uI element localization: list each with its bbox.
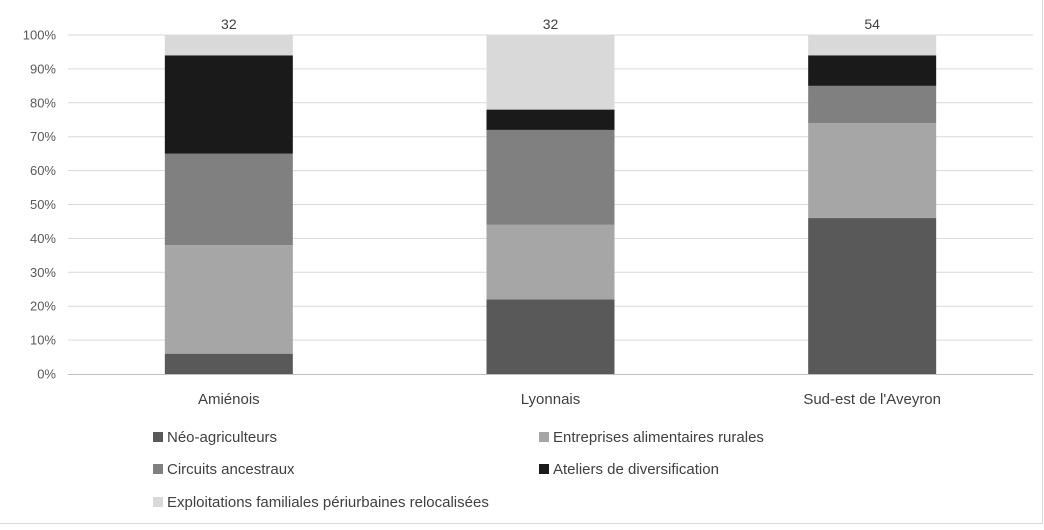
legend-label: Entreprises alimentaires rurales <box>553 429 764 446</box>
bar-total-label: 32 <box>543 16 559 32</box>
bar-segment-5 <box>808 35 937 56</box>
legend-swatch <box>539 432 549 442</box>
legend-label: Ateliers de diversification <box>553 461 719 478</box>
x-category-label: Sud-est de l'Aveyron <box>803 391 941 408</box>
bar-segment-4 <box>164 55 293 154</box>
y-tick-label: 40% <box>30 231 56 246</box>
y-tick-label: 50% <box>30 197 56 212</box>
bar-segment-3 <box>486 129 615 225</box>
legend-swatch <box>153 497 163 507</box>
legend-label: Néo-agriculteurs <box>167 429 277 446</box>
x-category-label: Lyonnais <box>521 391 581 408</box>
legend-label: Exploitations familiales périurbaines re… <box>167 494 489 511</box>
legend-item: Néo-agriculteurs <box>153 429 277 446</box>
y-tick-label: 10% <box>30 333 56 348</box>
bar-totals: 32 32 54 <box>221 16 880 32</box>
bar-segment-3 <box>808 85 937 124</box>
legend-label: Circuits ancestraux <box>167 461 295 478</box>
y-tick-label: 0% <box>37 367 56 382</box>
y-tick-label: 100% <box>23 28 57 43</box>
bar-segment-1 <box>164 353 293 374</box>
legend: Néo-agriculteurs Entreprises alimentaires… <box>153 429 764 511</box>
legend-item: Entreprises alimentaires rurales <box>539 429 764 446</box>
x-axis-labels: Amiénois Lyonnais Sud-est de l'Aveyron <box>198 391 941 408</box>
bar-segment-5 <box>486 35 615 110</box>
bars <box>164 35 937 374</box>
legend-item: Ateliers de diversification <box>539 461 719 478</box>
legend-swatch <box>153 464 163 474</box>
y-tick-label: 80% <box>30 95 56 110</box>
y-tick-label: 70% <box>30 129 56 144</box>
bar-total-label: 32 <box>221 16 237 32</box>
bar-segment-4 <box>808 55 937 86</box>
legend-swatch <box>539 464 549 474</box>
bar-segment-4 <box>486 109 615 130</box>
legend-item: Exploitations familiales périurbaines re… <box>153 494 489 511</box>
bar-segment-2 <box>164 245 293 354</box>
legend-swatch <box>153 432 163 442</box>
bar-segment-1 <box>808 218 937 374</box>
bar-segment-5 <box>164 35 293 56</box>
bar-segment-1 <box>486 299 615 374</box>
y-tick-label: 30% <box>30 265 56 280</box>
legend-item: Circuits ancestraux <box>153 461 295 478</box>
y-tick-label: 90% <box>30 61 56 76</box>
y-axis-ticks: 0% 10% 20% 30% 40% 50% 60% 70% 80% 90% 100% <box>23 28 57 382</box>
y-tick-label: 60% <box>30 163 56 178</box>
bar-total-label: 54 <box>864 16 880 32</box>
x-category-label: Amiénois <box>198 391 260 408</box>
y-tick-label: 20% <box>30 299 56 314</box>
bar-segment-2 <box>808 123 937 219</box>
bar-segment-3 <box>164 153 293 246</box>
bar-segment-2 <box>486 224 615 300</box>
